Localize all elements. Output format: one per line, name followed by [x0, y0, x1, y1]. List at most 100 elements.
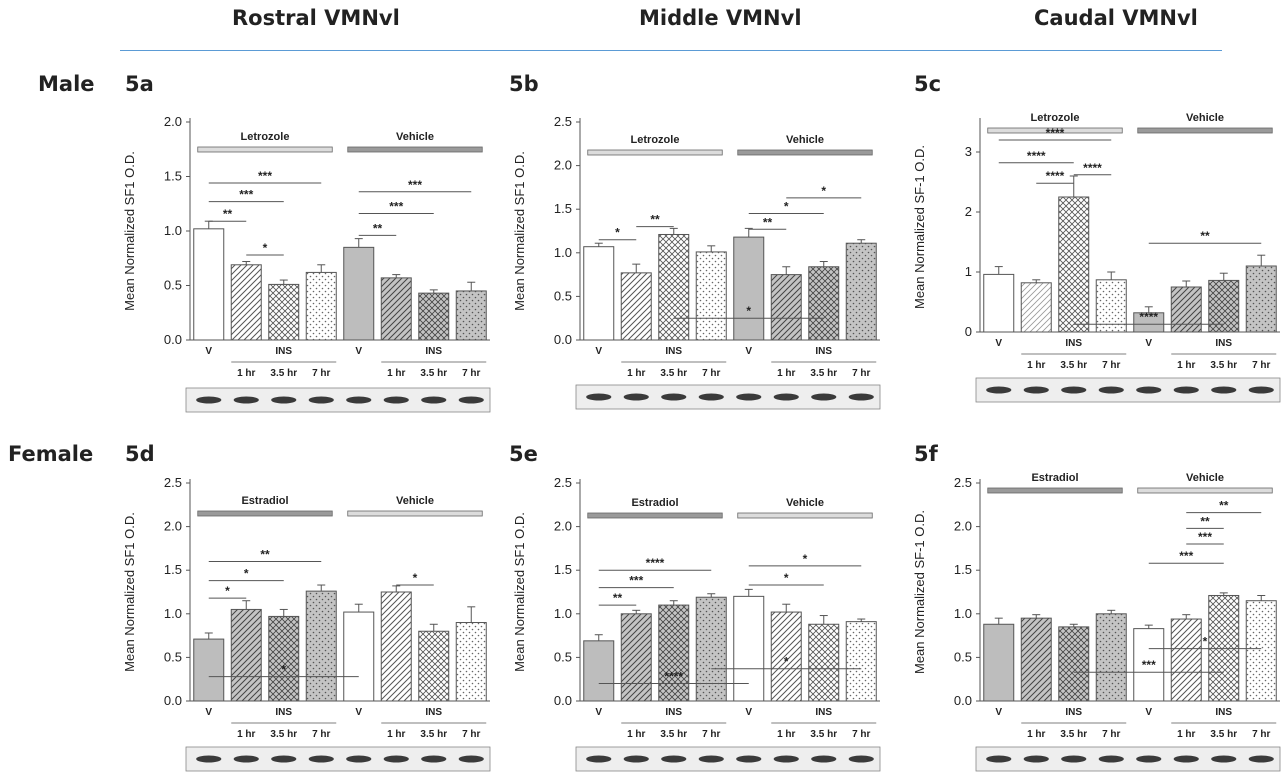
- x-tick-label: 3.5 hr: [1210, 729, 1237, 740]
- treatment-band: [987, 127, 1123, 134]
- blot-band: [196, 396, 222, 404]
- x-tick-label: 3.5 hr: [660, 368, 687, 379]
- bar: [620, 613, 652, 702]
- treatment-band: [347, 146, 483, 153]
- x-tick-label: 1 hr: [237, 729, 255, 740]
- y-axis-label: Mean Normalized SF1 O.D.: [122, 512, 137, 672]
- group-label: INS: [275, 346, 292, 357]
- x-tick-label: 7 hr: [1252, 360, 1270, 371]
- bar: [808, 266, 840, 341]
- blot-band: [421, 755, 447, 763]
- x-tick-label: V: [995, 707, 1002, 718]
- y-tick-label: 1.5: [554, 201, 572, 216]
- y-tick-label: 1.5: [954, 562, 972, 577]
- bar: [1208, 279, 1240, 333]
- significance-label: ***: [1179, 549, 1193, 563]
- x-tick-label: 3.5 hr: [420, 729, 447, 740]
- blot-band: [383, 755, 409, 763]
- column-header-middle: Middle VMNvl: [639, 6, 802, 30]
- y-tick-label: 1.5: [164, 562, 182, 577]
- bar: [343, 611, 375, 702]
- y-axis-label: Mean Normalized SF1 O.D.: [512, 151, 527, 311]
- y-tick-label: 0.5: [164, 278, 182, 293]
- blot-band: [346, 755, 372, 763]
- blot-band: [1173, 386, 1199, 394]
- y-tick-label: 2.0: [554, 158, 572, 173]
- significance-label: *: [746, 304, 751, 318]
- blot-band: [811, 393, 837, 401]
- bar: [583, 246, 615, 341]
- y-tick-label: 0.0: [554, 693, 572, 708]
- bar: [1095, 279, 1127, 333]
- bar: [1170, 286, 1202, 333]
- group-label: INS: [815, 346, 832, 357]
- x-tick-label: V: [205, 707, 212, 718]
- significance-label: *: [263, 241, 268, 255]
- bar: [1133, 628, 1165, 702]
- blot-band: [346, 396, 372, 404]
- significance-label: **: [260, 547, 270, 561]
- treatment-label: Estradiol: [1031, 472, 1078, 484]
- x-tick-label: 1 hr: [777, 729, 795, 740]
- significance-label: ****: [1046, 169, 1065, 183]
- blot-band: [308, 396, 334, 404]
- bar: [418, 292, 450, 341]
- treatment-label: Vehicle: [396, 131, 434, 143]
- significance-label: **: [373, 221, 383, 235]
- y-tick-label: 1.0: [554, 245, 572, 260]
- treatment-label: Vehicle: [786, 497, 824, 509]
- y-tick-label: 2.5: [164, 475, 182, 490]
- treatment-label: Estradiol: [631, 497, 678, 509]
- blot-band: [848, 393, 874, 401]
- treatment-label: Letrozole: [631, 134, 680, 146]
- x-tick-label: 7 hr: [1252, 729, 1270, 740]
- bar: [305, 271, 337, 341]
- bar: [343, 246, 375, 341]
- treatment-label: Vehicle: [1186, 112, 1224, 124]
- y-tick-label: 0: [965, 324, 972, 339]
- blot-band: [196, 755, 222, 763]
- bar: [230, 264, 262, 341]
- blot-band: [586, 755, 612, 763]
- bar: [230, 608, 262, 702]
- blot-band: [308, 755, 334, 763]
- x-tick-label: 1 hr: [1177, 729, 1195, 740]
- bar: [983, 623, 1015, 702]
- y-tick-label: 0.5: [554, 288, 572, 303]
- x-tick-label: V: [1145, 707, 1152, 718]
- blot-band: [1023, 755, 1049, 763]
- blot-band: [1136, 755, 1162, 763]
- blot-band: [421, 396, 447, 404]
- blot-band: [986, 386, 1012, 394]
- treatment-label: Estradiol: [241, 495, 288, 507]
- significance-label: ***: [629, 574, 643, 588]
- x-tick-label: 3.5 hr: [1060, 729, 1087, 740]
- group-label: INS: [665, 346, 682, 357]
- panel-label-5b: 5b: [509, 72, 539, 96]
- significance-label: ****: [664, 670, 683, 684]
- y-tick-label: 0.5: [164, 649, 182, 664]
- treatment-band: [347, 510, 483, 517]
- significance-label: *: [821, 184, 826, 198]
- bar: [268, 283, 300, 341]
- x-tick-label: 1 hr: [1027, 360, 1045, 371]
- treatment-band: [737, 512, 873, 519]
- x-tick-label: V: [1145, 338, 1152, 349]
- bar: [1245, 600, 1277, 702]
- y-tick-label: 2.0: [954, 519, 972, 534]
- x-tick-label: V: [205, 346, 212, 357]
- x-tick-label: V: [595, 346, 602, 357]
- y-tick-label: 1.0: [164, 223, 182, 238]
- significance-label: ****: [646, 556, 665, 570]
- group-label: INS: [425, 707, 442, 718]
- blot-band: [848, 755, 874, 763]
- x-tick-label: 3.5 hr: [1210, 360, 1237, 371]
- group-label: INS: [275, 707, 292, 718]
- bar: [983, 273, 1015, 333]
- x-tick-label: 3.5 hr: [270, 729, 297, 740]
- y-tick-label: 0.5: [554, 649, 572, 664]
- blot-band: [698, 755, 724, 763]
- blot-band: [271, 755, 297, 763]
- treatment-band: [587, 149, 723, 156]
- bar: [1020, 617, 1052, 702]
